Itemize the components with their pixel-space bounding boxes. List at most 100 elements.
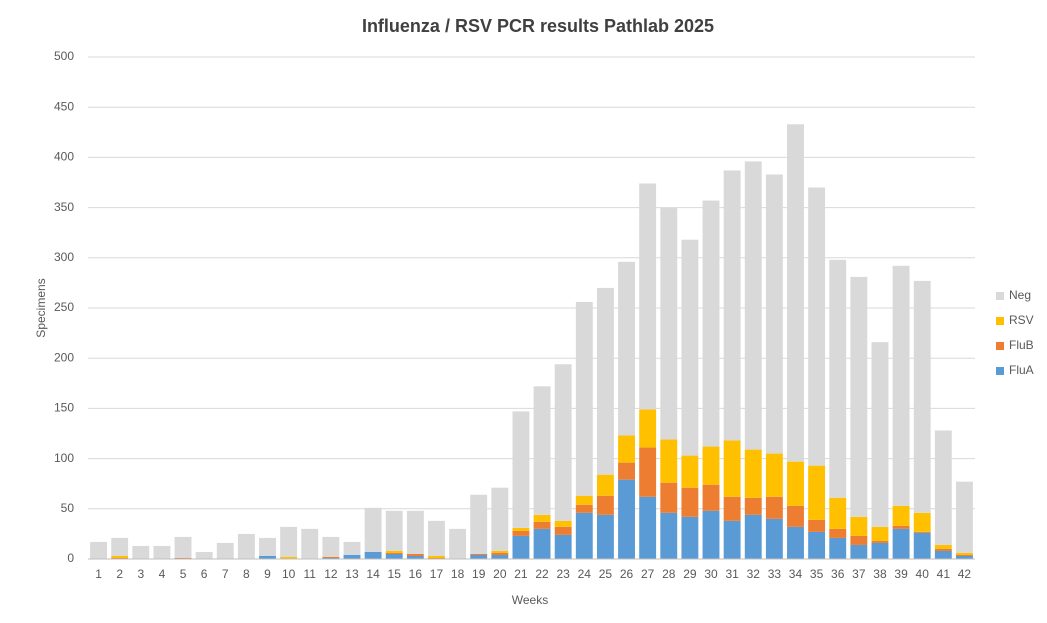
bar-segment	[744, 514, 762, 559]
bar-segment	[871, 342, 889, 527]
bar-segment	[596, 474, 614, 496]
bar-segment	[639, 496, 657, 559]
y-tick-label: 100	[54, 451, 74, 465]
x-tick-label: 38	[873, 567, 887, 581]
x-tick-label: 8	[243, 567, 250, 581]
bar-segment	[364, 507, 382, 552]
bar-segment	[702, 510, 720, 559]
bar-segment	[343, 541, 361, 555]
bar-segment	[259, 555, 276, 559]
bar-segment	[765, 518, 783, 559]
bar-segment	[892, 505, 910, 526]
x-tick-label: 19	[472, 567, 486, 581]
bar-segment	[406, 510, 424, 554]
bar-segment	[618, 479, 635, 559]
bar-segment	[111, 537, 129, 556]
bar-segment	[850, 276, 868, 517]
y-tick-label: 500	[54, 49, 74, 63]
bar-segment	[892, 528, 910, 559]
bar-segment	[702, 484, 720, 511]
bar-segment	[259, 537, 276, 556]
bar-segment	[850, 516, 868, 536]
bar-segment	[660, 512, 678, 559]
bar-segment	[808, 465, 826, 520]
bar-segment	[618, 261, 635, 436]
bar-segment	[575, 495, 593, 505]
x-tick-label: 24	[578, 567, 592, 581]
bar-segment	[934, 544, 952, 549]
bar-segment	[491, 487, 509, 551]
bar-segment	[723, 170, 741, 441]
bar-segment	[596, 287, 614, 475]
bar-segment	[723, 496, 741, 521]
bar-segment	[174, 536, 192, 558]
x-tick-label: 11	[304, 567, 317, 581]
bar-segment	[470, 494, 488, 554]
x-tick-label: 20	[493, 567, 507, 581]
bar-segment	[301, 528, 319, 559]
bar-segment	[744, 497, 762, 515]
bar-segment	[428, 555, 445, 558]
x-tick-label: 34	[789, 567, 803, 581]
bar-segment	[575, 301, 593, 496]
x-tick-label: 3	[137, 567, 144, 581]
x-tick-label: 12	[324, 567, 338, 581]
x-tick-label: 27	[641, 567, 655, 581]
bar-segment	[787, 505, 804, 527]
bar-segment	[955, 554, 973, 556]
bar-segment	[955, 555, 973, 559]
x-tick-label: 22	[535, 567, 549, 581]
x-tick-label: 30	[704, 567, 718, 581]
x-tick-label: 35	[810, 567, 824, 581]
bar-segment	[955, 481, 973, 553]
bar-segment	[871, 540, 889, 543]
x-tick-label: 21	[514, 567, 528, 581]
bar-segment	[765, 174, 783, 454]
bar-segment	[174, 557, 192, 559]
bar-segment	[808, 187, 826, 466]
x-tick-label: 33	[768, 567, 782, 581]
x-tick-label: 6	[201, 567, 208, 581]
bar-segment	[111, 557, 129, 559]
bar-segment	[512, 527, 530, 531]
y-tick-label: 450	[54, 99, 74, 113]
x-tick-label: 16	[409, 567, 423, 581]
bar-segment	[618, 462, 635, 480]
x-tick-label: 10	[282, 567, 296, 581]
bar-segment	[808, 531, 826, 559]
bar-segment	[913, 532, 931, 559]
x-tick-label: 26	[620, 567, 634, 581]
bar-segment	[660, 439, 678, 483]
bar-segment	[364, 551, 382, 559]
x-tick-label: 36	[831, 567, 845, 581]
bar-segment	[322, 557, 340, 559]
x-tick-label: 18	[451, 567, 465, 581]
y-tick-label: 150	[54, 401, 74, 415]
bar-segment	[533, 528, 551, 559]
x-tick-label: 37	[852, 567, 866, 581]
bar-segment	[808, 519, 826, 532]
bar-segment	[533, 386, 551, 515]
bar-segment	[322, 536, 340, 557]
y-tick-label: 0	[67, 551, 74, 565]
x-tick-label: 25	[599, 567, 613, 581]
bar-segment	[554, 534, 572, 559]
bar-segment	[406, 553, 424, 556]
y-tick-label: 300	[54, 250, 74, 264]
legend-label: Neg	[1009, 288, 1031, 302]
x-tick-label: 7	[222, 567, 229, 581]
x-tick-label: 31	[725, 567, 739, 581]
x-tick-label: 15	[388, 567, 402, 581]
x-tick-label: 40	[916, 567, 930, 581]
bar-segment	[660, 482, 678, 513]
y-tick-label: 250	[54, 300, 74, 314]
bar-segment	[681, 455, 699, 488]
bar-segment	[787, 124, 804, 462]
bar-segment	[702, 446, 720, 485]
legend-swatch	[996, 367, 1004, 375]
legend-swatch	[996, 292, 1004, 300]
bar-segment	[385, 550, 403, 553]
y-tick-label: 350	[54, 200, 74, 214]
bar-segment	[280, 526, 298, 557]
